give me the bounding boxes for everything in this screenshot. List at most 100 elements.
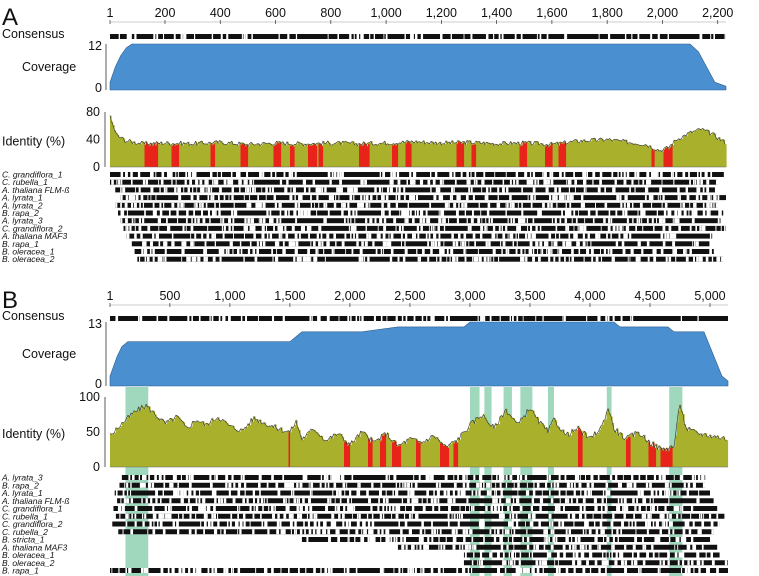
- sequence-gap: [284, 482, 287, 488]
- sequence-gap: [392, 490, 394, 496]
- low-identity-bar: [368, 144, 370, 167]
- sequence-gap: [663, 475, 665, 480]
- panel-letter: B: [2, 287, 18, 314]
- identity-bar: [638, 431, 640, 467]
- identity-bar: [594, 138, 597, 167]
- sequence-gap: [433, 529, 435, 535]
- sequence-gap: [668, 521, 672, 527]
- sequence-gap: [270, 187, 271, 193]
- sequence-gap: [285, 233, 289, 239]
- sequence-gap: [414, 210, 417, 216]
- sequence-gap: [553, 256, 556, 262]
- identity-bar: [717, 435, 720, 467]
- identity-bar: [500, 143, 502, 167]
- sequence-gap: [160, 568, 164, 573]
- sequence-gap: [661, 521, 663, 527]
- sequence-gap: [497, 195, 499, 201]
- sequence-gap: [491, 475, 493, 480]
- sequence-gap: [207, 568, 210, 573]
- sequence-gap: [666, 521, 668, 527]
- consensus-gap: [309, 316, 312, 321]
- sequence-gap: [132, 475, 135, 480]
- identity-bar: [303, 436, 306, 467]
- sequence-gap: [610, 218, 613, 224]
- sequence-gap: [420, 537, 423, 542]
- consensus-gap: [223, 316, 226, 321]
- sequence-gap: [391, 513, 393, 519]
- identity-bar: [110, 115, 112, 167]
- sequence-gap: [688, 568, 691, 573]
- sequence-gap: [577, 225, 579, 231]
- sequence-gap: [456, 256, 459, 262]
- sequence-gap: [635, 225, 638, 231]
- sequence-gap: [617, 529, 619, 535]
- sequence-gap: [510, 506, 513, 511]
- identity-bar: [635, 143, 637, 167]
- sequence-gap: [152, 202, 155, 208]
- sequence-gap: [253, 179, 255, 185]
- sequence-gap: [560, 249, 562, 254]
- sequence-gap: [705, 552, 707, 558]
- consensus-gap: [477, 316, 479, 321]
- identity-bar: [404, 441, 406, 467]
- sequence-gap: [657, 195, 659, 201]
- sequence-gap: [157, 521, 159, 527]
- sequence-gap: [351, 475, 354, 480]
- sequence-gap: [410, 210, 412, 216]
- sequence-gap: [316, 195, 319, 201]
- sequence-gap: [487, 490, 490, 496]
- sequence-gap: [451, 233, 454, 239]
- identity-bar: [300, 143, 303, 167]
- sequence-gap: [545, 537, 548, 542]
- sequence-gap: [412, 544, 415, 550]
- sequence-gap: [543, 544, 546, 550]
- sequence-gap: [453, 482, 457, 488]
- identity-bar: [378, 438, 381, 467]
- sequence-gap: [601, 513, 603, 519]
- sequence-gap: [357, 521, 360, 527]
- sequence-gap: [595, 233, 599, 239]
- identity-bar: [134, 141, 136, 167]
- sequence-gap: [177, 482, 179, 488]
- sequence-gap: [611, 172, 614, 177]
- sequence-gap: [171, 179, 173, 185]
- sequence-gap: [531, 195, 533, 201]
- sequence-gap: [660, 249, 664, 254]
- sequence-gap: [649, 195, 651, 201]
- sequence-gap: [464, 256, 467, 262]
- sequence-gap: [556, 482, 560, 488]
- sequence-bar: [110, 568, 728, 573]
- low-identity-bar: [446, 446, 448, 467]
- consensus-gap: [350, 34, 352, 39]
- sequence-gap: [604, 506, 608, 511]
- sequence-gap: [230, 172, 233, 177]
- identity-bar: [113, 125, 115, 167]
- sequence-gap: [195, 513, 197, 519]
- sequence-gap: [351, 249, 354, 254]
- sequence-gap: [191, 218, 193, 224]
- identity-bar: [287, 431, 289, 467]
- identity-bar: [725, 144, 727, 167]
- sequence-gap: [117, 506, 121, 511]
- sequence-gap: [242, 475, 245, 480]
- sequence-gap: [159, 202, 162, 208]
- low-identity-bar: [384, 434, 387, 467]
- low-identity-bar: [149, 146, 151, 167]
- sequence-gap: [638, 506, 642, 511]
- identity-bar: [545, 428, 547, 467]
- identity-bar: [507, 144, 510, 167]
- identity-bar: [194, 144, 196, 167]
- sequence-gap: [566, 482, 570, 488]
- consensus-gap: [535, 316, 537, 321]
- sequence-gap: [501, 225, 503, 231]
- sequence-gap: [498, 475, 502, 480]
- identity-bar: [596, 141, 598, 167]
- sequence-gap: [338, 513, 341, 519]
- sequence-gap: [557, 560, 559, 566]
- sequence-gap: [458, 202, 460, 208]
- consensus-gap: [489, 316, 492, 321]
- sequence-gap: [675, 506, 677, 511]
- sequence-gap: [495, 482, 497, 488]
- identity-bar: [170, 145, 172, 167]
- identity-bar: [486, 142, 489, 167]
